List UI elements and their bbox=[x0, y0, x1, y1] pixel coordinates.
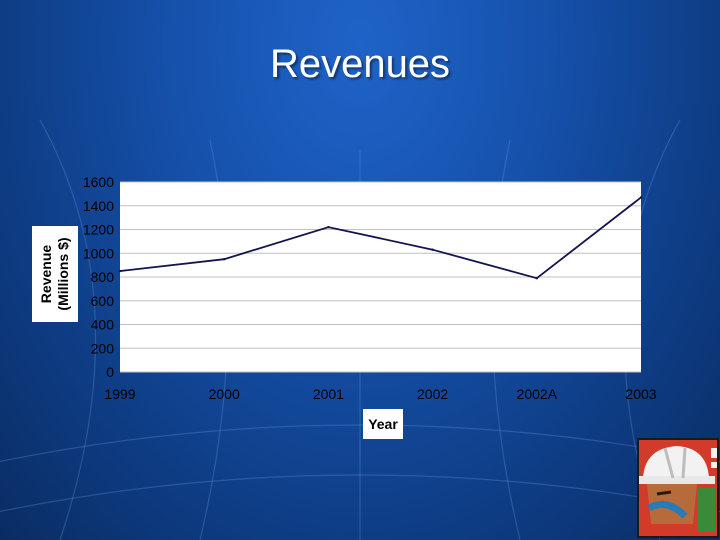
x-tick-label: 2001 bbox=[313, 386, 344, 402]
y-tick-label: 600 bbox=[91, 293, 115, 309]
data-point bbox=[431, 248, 434, 251]
x-tick-label: 1999 bbox=[104, 386, 135, 402]
y-tick-label: 1400 bbox=[83, 198, 114, 214]
x-axis-label: Year bbox=[363, 409, 403, 439]
slide-title: Revenues bbox=[269, 42, 451, 86]
y-tick-label: 400 bbox=[91, 317, 115, 333]
x-tick-label: 2002A bbox=[517, 386, 558, 402]
data-point bbox=[639, 196, 643, 199]
y-axis-label-line-2: (Millions $) bbox=[55, 237, 71, 311]
y-tick-label: 800 bbox=[91, 269, 115, 285]
y-tick-label: 200 bbox=[91, 340, 115, 356]
x-tick-label: 2003 bbox=[625, 386, 656, 402]
y-tick-label: 1600 bbox=[83, 174, 114, 190]
construction-worker-hardhat-icon bbox=[637, 438, 719, 538]
data-point bbox=[535, 276, 538, 280]
data-point bbox=[327, 225, 330, 229]
y-axis-label-line-1: Revenue bbox=[38, 244, 54, 304]
y-axis-label-box bbox=[32, 226, 78, 322]
data-point bbox=[118, 269, 122, 273]
y-tick-label: 1200 bbox=[83, 222, 114, 238]
revenue-line bbox=[119, 196, 642, 280]
y-axis-label: Revenue (Millions $) bbox=[38, 237, 72, 310]
data-point bbox=[223, 257, 226, 261]
y-tick-label: 0 bbox=[106, 364, 114, 380]
y-tick-label: 1000 bbox=[83, 245, 114, 261]
x-tick-label: 2000 bbox=[209, 386, 240, 402]
x-tick-label: 2002 bbox=[417, 386, 448, 402]
